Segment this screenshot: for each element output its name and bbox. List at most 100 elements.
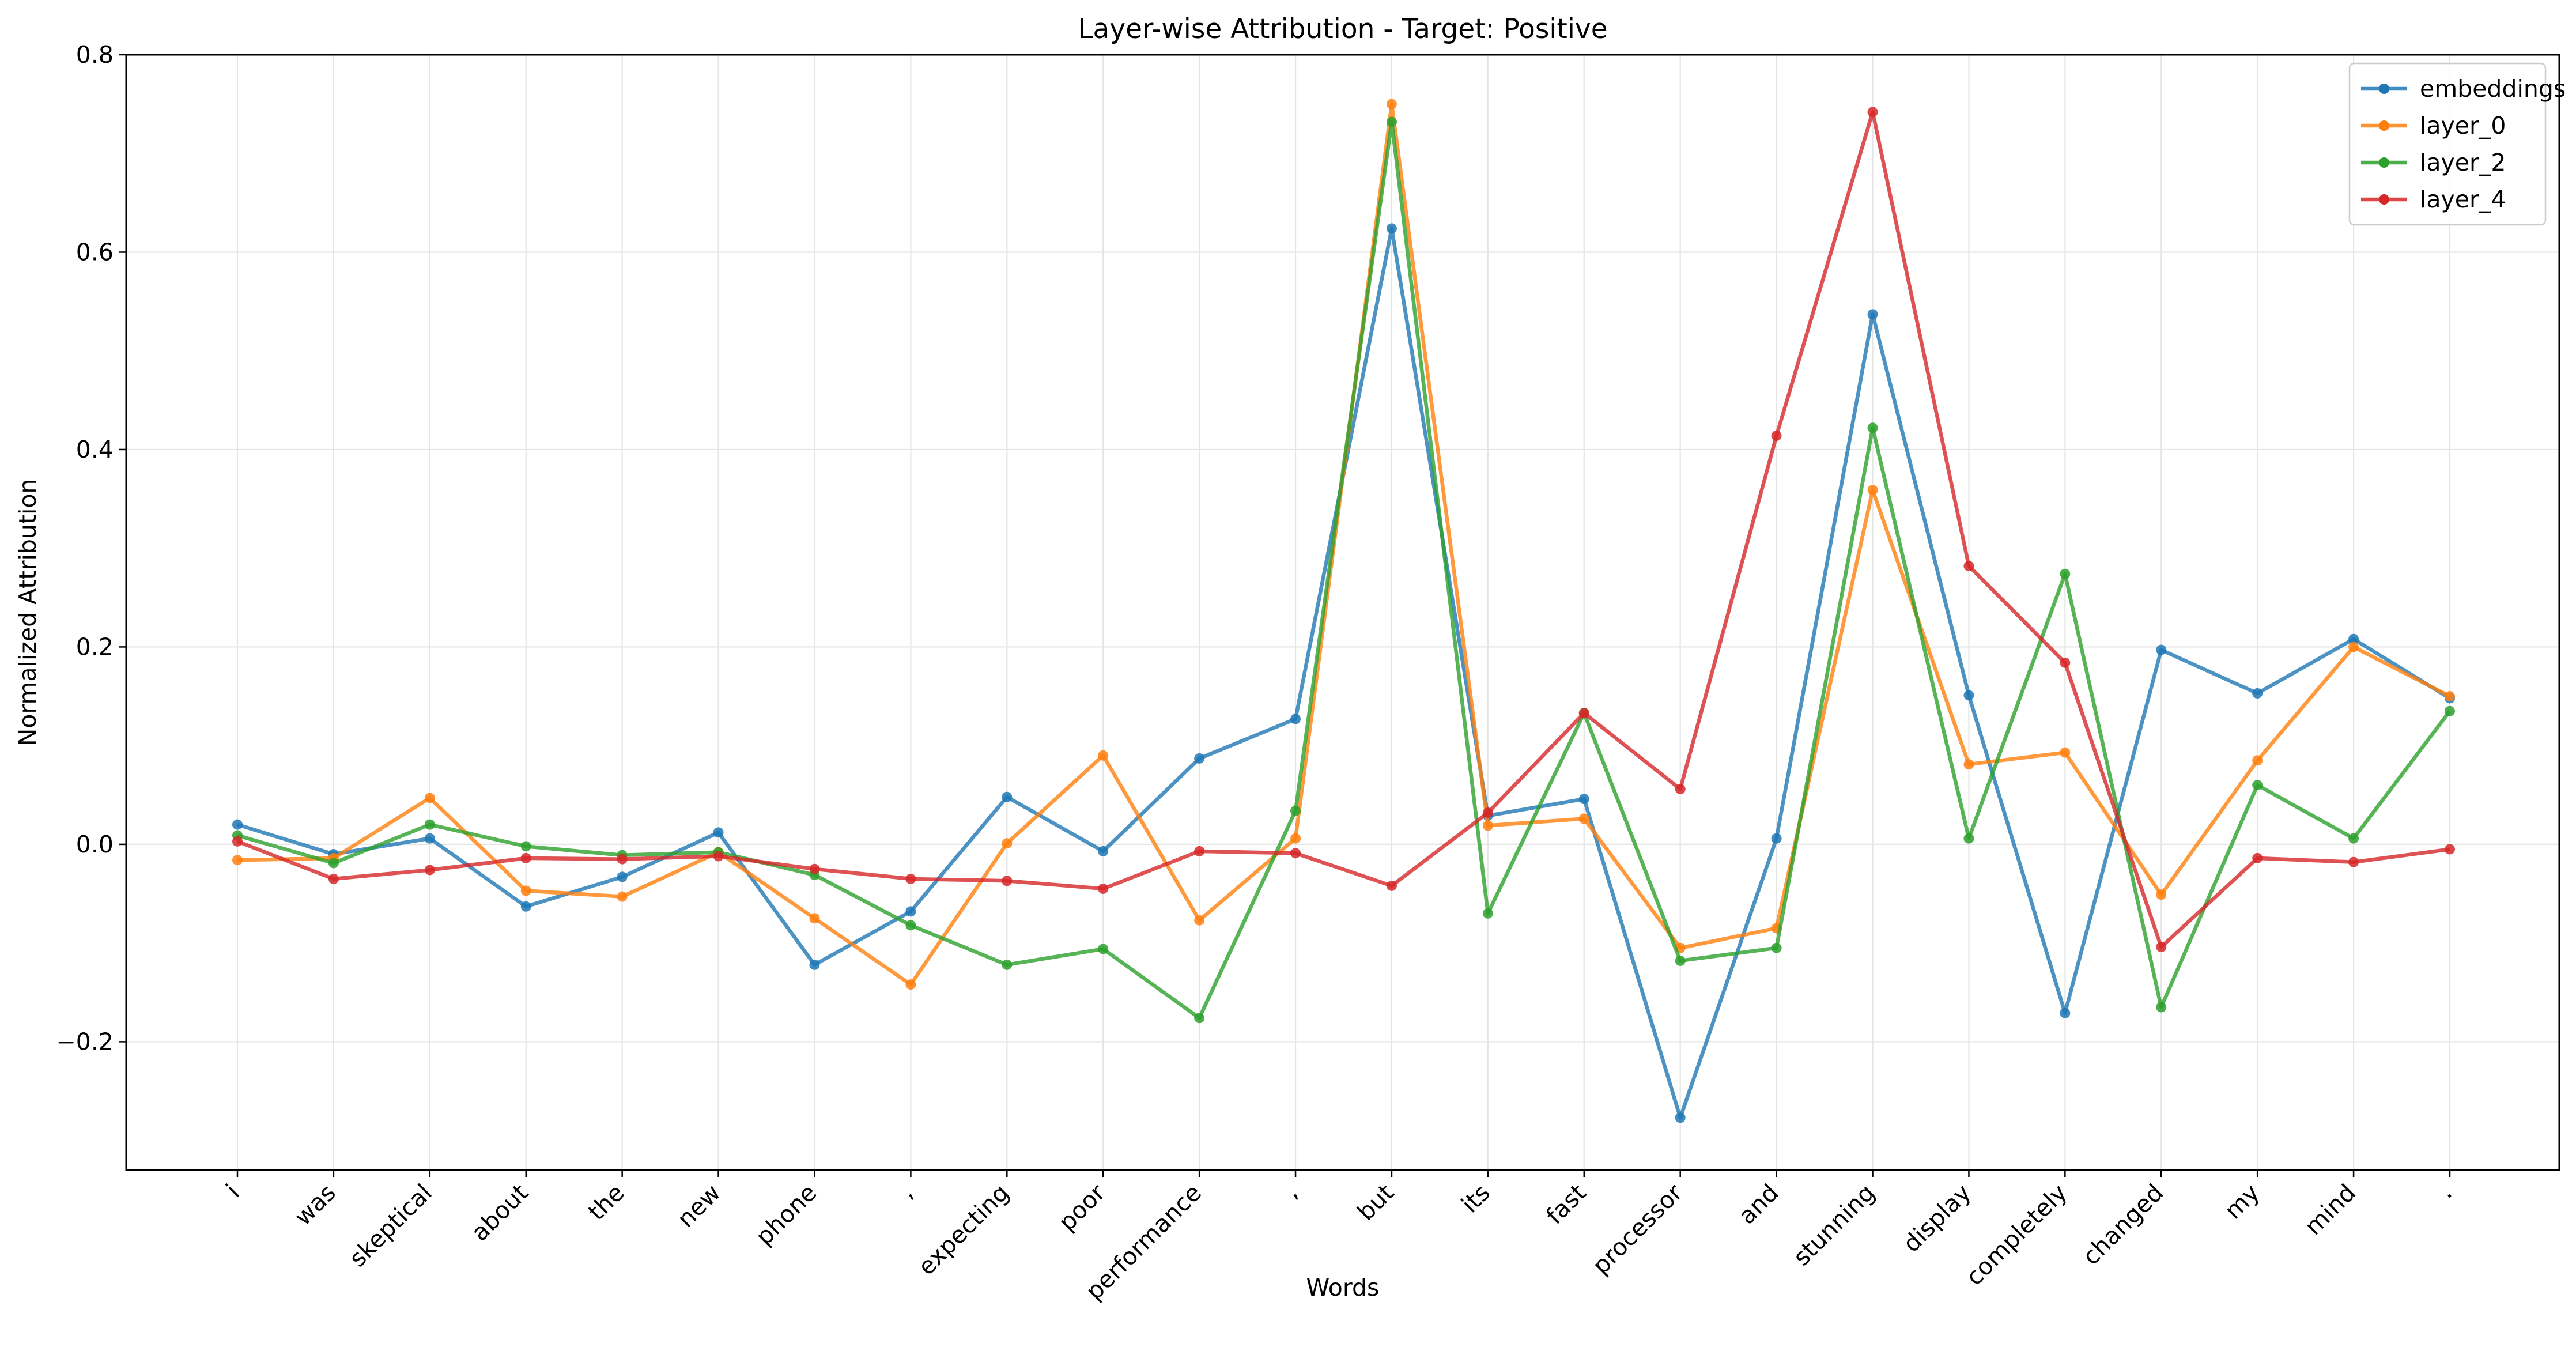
x-tick-label: processor — [1587, 1179, 1688, 1280]
x-tick-label: and — [1733, 1179, 1784, 1229]
data-point — [2060, 568, 2071, 579]
data-point — [809, 959, 820, 970]
data-point — [1963, 690, 1974, 701]
data-point — [1386, 99, 1397, 110]
x-tick-label: its — [1456, 1179, 1495, 1218]
data-point — [424, 819, 435, 830]
data-point — [1194, 915, 1205, 926]
data-point — [232, 819, 243, 830]
data-point — [905, 979, 916, 990]
legend-swatch-marker — [2379, 157, 2389, 168]
data-point — [2156, 889, 2167, 900]
data-point — [1098, 944, 1109, 954]
x-tick-label: , — [1278, 1179, 1303, 1203]
data-point — [1290, 833, 1301, 844]
data-point — [520, 885, 531, 896]
x-tick-label: poor — [1053, 1179, 1111, 1236]
data-point — [424, 833, 435, 844]
data-point — [1386, 880, 1397, 891]
data-point — [2348, 856, 2359, 867]
data-point — [1098, 750, 1109, 761]
y-tick-label: −0.2 — [56, 1028, 114, 1055]
series-line — [237, 120, 2452, 1020]
axis-layer: i was skeptical about the new phone ,expecting p… — [56, 41, 2457, 1305]
legend-label: layer_4 — [2420, 186, 2506, 213]
data-point — [809, 913, 820, 924]
data-point — [617, 854, 628, 865]
legend-swatch-marker — [2379, 120, 2389, 131]
y-tick-label: 0.8 — [76, 41, 114, 69]
y-tick-label: 0.6 — [76, 238, 114, 266]
series-line — [237, 102, 2451, 987]
data-point — [1482, 908, 1493, 919]
y-tick-label: 0.0 — [76, 831, 114, 858]
data-point — [520, 901, 531, 912]
grid-layer — [126, 54, 2559, 1170]
x-tick-label: my — [2219, 1179, 2265, 1224]
data-point — [1675, 1112, 1686, 1123]
data-point — [1290, 848, 1301, 859]
data-point — [1675, 955, 1686, 966]
chart-title: Layer-wise Attribution - Target: Positiv… — [1078, 13, 1607, 45]
data-point — [424, 793, 435, 803]
x-tick-label: was — [289, 1179, 341, 1231]
x-tick-label: new — [672, 1179, 726, 1233]
x-tick-label: about — [466, 1179, 534, 1247]
data-point — [1578, 708, 1589, 719]
data-point — [2060, 747, 2071, 758]
x-tick-label: changed — [2077, 1179, 2169, 1270]
series-layer — [232, 99, 2455, 1123]
x-tick-label: fast — [1540, 1179, 1591, 1229]
legend-item: layer_4 — [2361, 186, 2506, 213]
data-point — [2156, 644, 2167, 655]
data-point — [905, 920, 916, 931]
data-point — [520, 841, 531, 852]
data-point — [2252, 688, 2263, 699]
x-tick-label: phone — [750, 1179, 822, 1251]
data-point — [2060, 1007, 2071, 1018]
data-point — [1771, 833, 1782, 844]
data-point — [2445, 691, 2455, 702]
legend-label: layer_2 — [2420, 149, 2506, 176]
x-tick-label: skeptical — [344, 1179, 437, 1272]
data-point — [2348, 642, 2359, 652]
series-layer_0 — [232, 99, 2455, 990]
plot-frame — [125, 54, 2560, 1171]
series-line — [236, 110, 2450, 949]
y-tick-label: 0.2 — [76, 633, 114, 661]
data-point — [1482, 820, 1493, 831]
x-tick-label: display — [1898, 1179, 1977, 1258]
data-point — [1867, 309, 1878, 320]
series-line — [237, 227, 2451, 1120]
data-point — [617, 891, 628, 902]
legend-item: layer_2 — [2361, 149, 2506, 176]
data-point — [1194, 753, 1205, 764]
x-axis-label: Words — [1306, 1274, 1380, 1301]
data-point — [1867, 107, 1878, 118]
x-tick-label: mind — [2299, 1179, 2361, 1240]
series-layer_4 — [232, 107, 2455, 952]
data-point — [2445, 705, 2455, 716]
data-point — [424, 865, 435, 876]
data-point — [617, 871, 628, 882]
legend-item: embeddings — [2361, 75, 2566, 103]
data-point — [1578, 813, 1589, 824]
data-point — [1002, 838, 1013, 849]
data-point — [1386, 116, 1397, 127]
legend-box — [2348, 62, 2547, 226]
data-point — [1867, 485, 1878, 496]
x-tick-label: completely — [1961, 1179, 2073, 1291]
data-point — [232, 836, 243, 847]
data-point — [905, 906, 916, 917]
x-tick-label: but — [1352, 1179, 1399, 1226]
data-point — [2348, 633, 2359, 644]
legend-label: embeddings — [2420, 75, 2566, 103]
data-point — [1963, 759, 1974, 770]
series-embeddings — [232, 223, 2455, 1123]
legend-item: layer_0 — [2361, 112, 2506, 139]
data-point — [2252, 755, 2263, 766]
legend: embeddings layer_0 layer_2 layer_4 — [2348, 62, 2566, 226]
x-tick-label: stunning — [1788, 1179, 1880, 1271]
